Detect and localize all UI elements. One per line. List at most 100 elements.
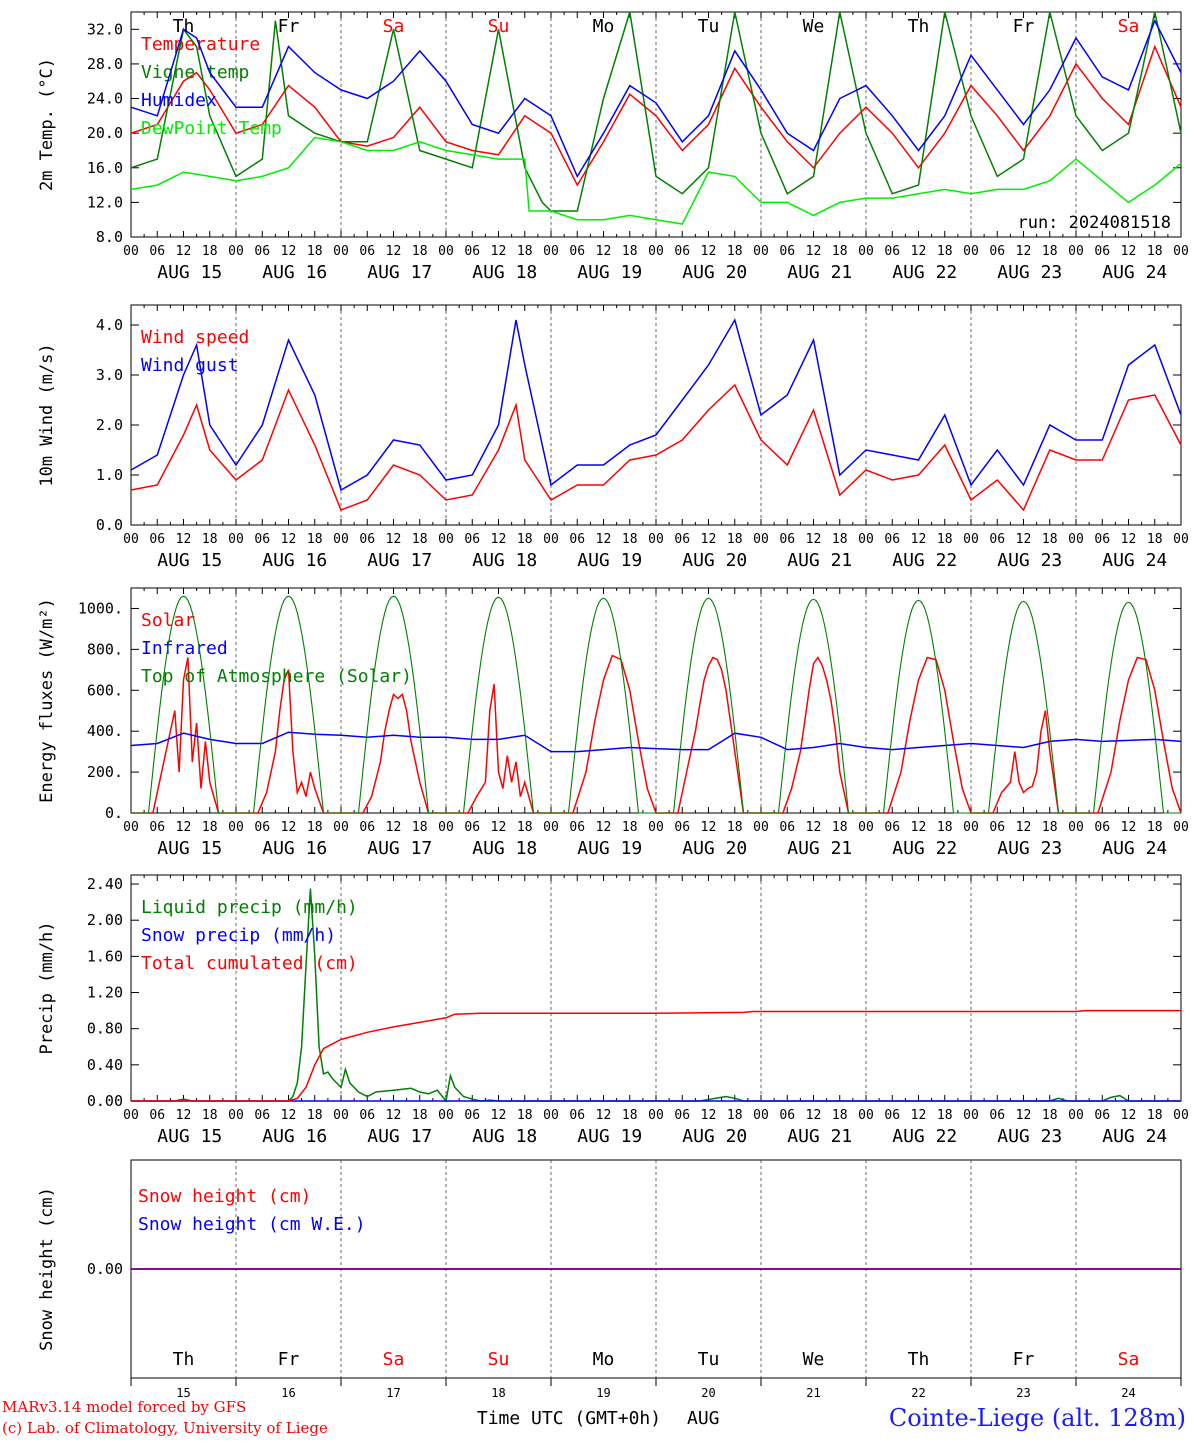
date-label: AUG 21 bbox=[787, 838, 852, 859]
hour-tick-label: 06 bbox=[254, 1108, 270, 1123]
hour-tick-label: 18 bbox=[1147, 1108, 1163, 1123]
plot-frame bbox=[130, 587, 1182, 814]
hour-tick-label: 18 bbox=[832, 244, 848, 259]
legend-entry: Wind speed bbox=[141, 327, 249, 348]
hour-tick-label: 00 bbox=[333, 532, 349, 547]
hour-tick-label: 06 bbox=[1094, 820, 1110, 835]
hour-tick-label: 18 bbox=[202, 532, 218, 547]
hour-tick-label: 12 bbox=[911, 532, 927, 547]
hour-tick-label: 18 bbox=[1147, 532, 1163, 547]
hour-tick-label: 06 bbox=[989, 532, 1005, 547]
hour-tick-label: 00 bbox=[333, 244, 349, 259]
y-tick-label: 16.0 bbox=[87, 159, 123, 177]
hour-tick-label: 06 bbox=[464, 820, 480, 835]
legend-entry: Humidex bbox=[141, 90, 217, 111]
y-tick-label: 28.0 bbox=[87, 55, 123, 73]
date-label: AUG 19 bbox=[577, 1126, 642, 1147]
hour-tick-label: 12 bbox=[596, 1108, 612, 1123]
day-number: 17 bbox=[386, 1386, 400, 1400]
date-label: AUG 21 bbox=[787, 550, 852, 571]
hour-tick-label: 12 bbox=[911, 820, 927, 835]
hour-tick-label: 00 bbox=[648, 1108, 664, 1123]
hour-tick-label: 12 bbox=[701, 1108, 717, 1123]
hour-tick-label: 00 bbox=[543, 244, 559, 259]
hour-tick-label: 06 bbox=[569, 244, 585, 259]
legend-entry: Solar bbox=[141, 610, 195, 631]
y-tick-label: 0.40 bbox=[87, 1056, 123, 1074]
y-tick-label: 20.0 bbox=[87, 124, 123, 142]
hour-tick-label: 12 bbox=[176, 1108, 192, 1123]
time-axis-label: Time UTC (GMT+0h) bbox=[477, 1408, 661, 1429]
series-line-humidex bbox=[130, 18, 1182, 179]
hour-tick-label: 12 bbox=[386, 532, 402, 547]
y-tick-label: 24.0 bbox=[87, 90, 123, 108]
date-label: AUG 22 bbox=[892, 550, 957, 571]
hour-tick-label: 06 bbox=[779, 820, 795, 835]
day-number: 24 bbox=[1121, 1386, 1135, 1400]
hour-tick-label: 12 bbox=[176, 532, 192, 547]
series-line-wind-gust bbox=[130, 318, 1182, 492]
date-label: AUG 18 bbox=[472, 1126, 537, 1147]
hour-tick-label: 00 bbox=[858, 532, 874, 547]
day-name: Fr bbox=[1013, 1349, 1035, 1370]
date-label: AUG 17 bbox=[367, 838, 432, 859]
hour-tick-label: 00 bbox=[123, 532, 139, 547]
hour-tick-label: 00 bbox=[753, 820, 769, 835]
hour-tick-label: 00 bbox=[123, 1108, 139, 1123]
hour-tick-label: 06 bbox=[884, 532, 900, 547]
hour-tick-label: 18 bbox=[1147, 820, 1163, 835]
legend-entry: Top of Atmosphere (Solar) bbox=[141, 666, 412, 687]
date-label: AUG 20 bbox=[682, 838, 747, 859]
date-label: AUG 18 bbox=[472, 550, 537, 571]
y-tick-label: 0. bbox=[105, 804, 123, 822]
date-label: AUG 18 bbox=[472, 262, 537, 283]
date-label: AUG 20 bbox=[682, 262, 747, 283]
hour-tick-label: 00 bbox=[228, 532, 244, 547]
day-number: 16 bbox=[281, 1386, 295, 1400]
hour-tick-label: 06 bbox=[359, 1108, 375, 1123]
hour-tick-label: 06 bbox=[884, 244, 900, 259]
hour-tick-label: 06 bbox=[779, 244, 795, 259]
hour-tick-label: 00 bbox=[1173, 820, 1189, 835]
hour-tick-label: 06 bbox=[779, 532, 795, 547]
hour-tick-label: 18 bbox=[517, 244, 533, 259]
hour-tick-label: 00 bbox=[438, 820, 454, 835]
y-tick-label: 600. bbox=[87, 681, 123, 699]
date-label: AUG 23 bbox=[997, 550, 1062, 571]
hour-tick-label: 00 bbox=[648, 244, 664, 259]
day-name: Su bbox=[488, 1349, 510, 1370]
date-label: AUG 24 bbox=[1102, 1126, 1167, 1147]
panel-5: 0.00 Snow height (cm) Snow height (cm) Snow… bbox=[37, 1159, 1182, 1400]
date-label: AUG 16 bbox=[262, 262, 327, 283]
day-name: Sa bbox=[383, 16, 405, 37]
hour-tick-label: 06 bbox=[254, 244, 270, 259]
y-tick-label: 0.0 bbox=[96, 516, 123, 534]
date-label: AUG 20 bbox=[682, 550, 747, 571]
panel-4: 00 06 12 18 00 06 12 18 00 06 12 18 00 06 12 18 00 06 12 18… bbox=[37, 874, 1189, 1147]
day-name: Th bbox=[173, 16, 195, 37]
run-label: run: 2024081518 bbox=[1017, 213, 1171, 233]
date-label: AUG 15 bbox=[157, 262, 222, 283]
series-line-temperature bbox=[130, 44, 1182, 187]
legend-entry: Temperature bbox=[141, 34, 260, 55]
hour-tick-label: 00 bbox=[333, 820, 349, 835]
day-name: Th bbox=[173, 1349, 195, 1370]
day-name: Fr bbox=[1013, 16, 1035, 37]
hour-tick-label: 18 bbox=[307, 532, 323, 547]
hour-tick-label: 00 bbox=[1173, 244, 1189, 259]
hour-tick-label: 00 bbox=[123, 244, 139, 259]
hour-tick-label: 06 bbox=[989, 1108, 1005, 1123]
series-line-vigne-temp bbox=[130, 11, 1182, 212]
hour-tick-label: 18 bbox=[517, 532, 533, 547]
hour-tick-label: 12 bbox=[491, 532, 507, 547]
day-number: 20 bbox=[701, 1386, 715, 1400]
date-label: AUG 17 bbox=[367, 550, 432, 571]
hour-tick-label: 18 bbox=[622, 244, 638, 259]
hour-tick-label: 12 bbox=[1121, 532, 1137, 547]
hour-tick-label: 12 bbox=[281, 532, 297, 547]
hour-tick-label: 18 bbox=[937, 244, 953, 259]
hour-tick-label: 06 bbox=[779, 1108, 795, 1123]
hour-tick-label: 18 bbox=[727, 1108, 743, 1123]
day-name: Mo bbox=[593, 16, 615, 37]
hour-tick-label: 18 bbox=[832, 820, 848, 835]
